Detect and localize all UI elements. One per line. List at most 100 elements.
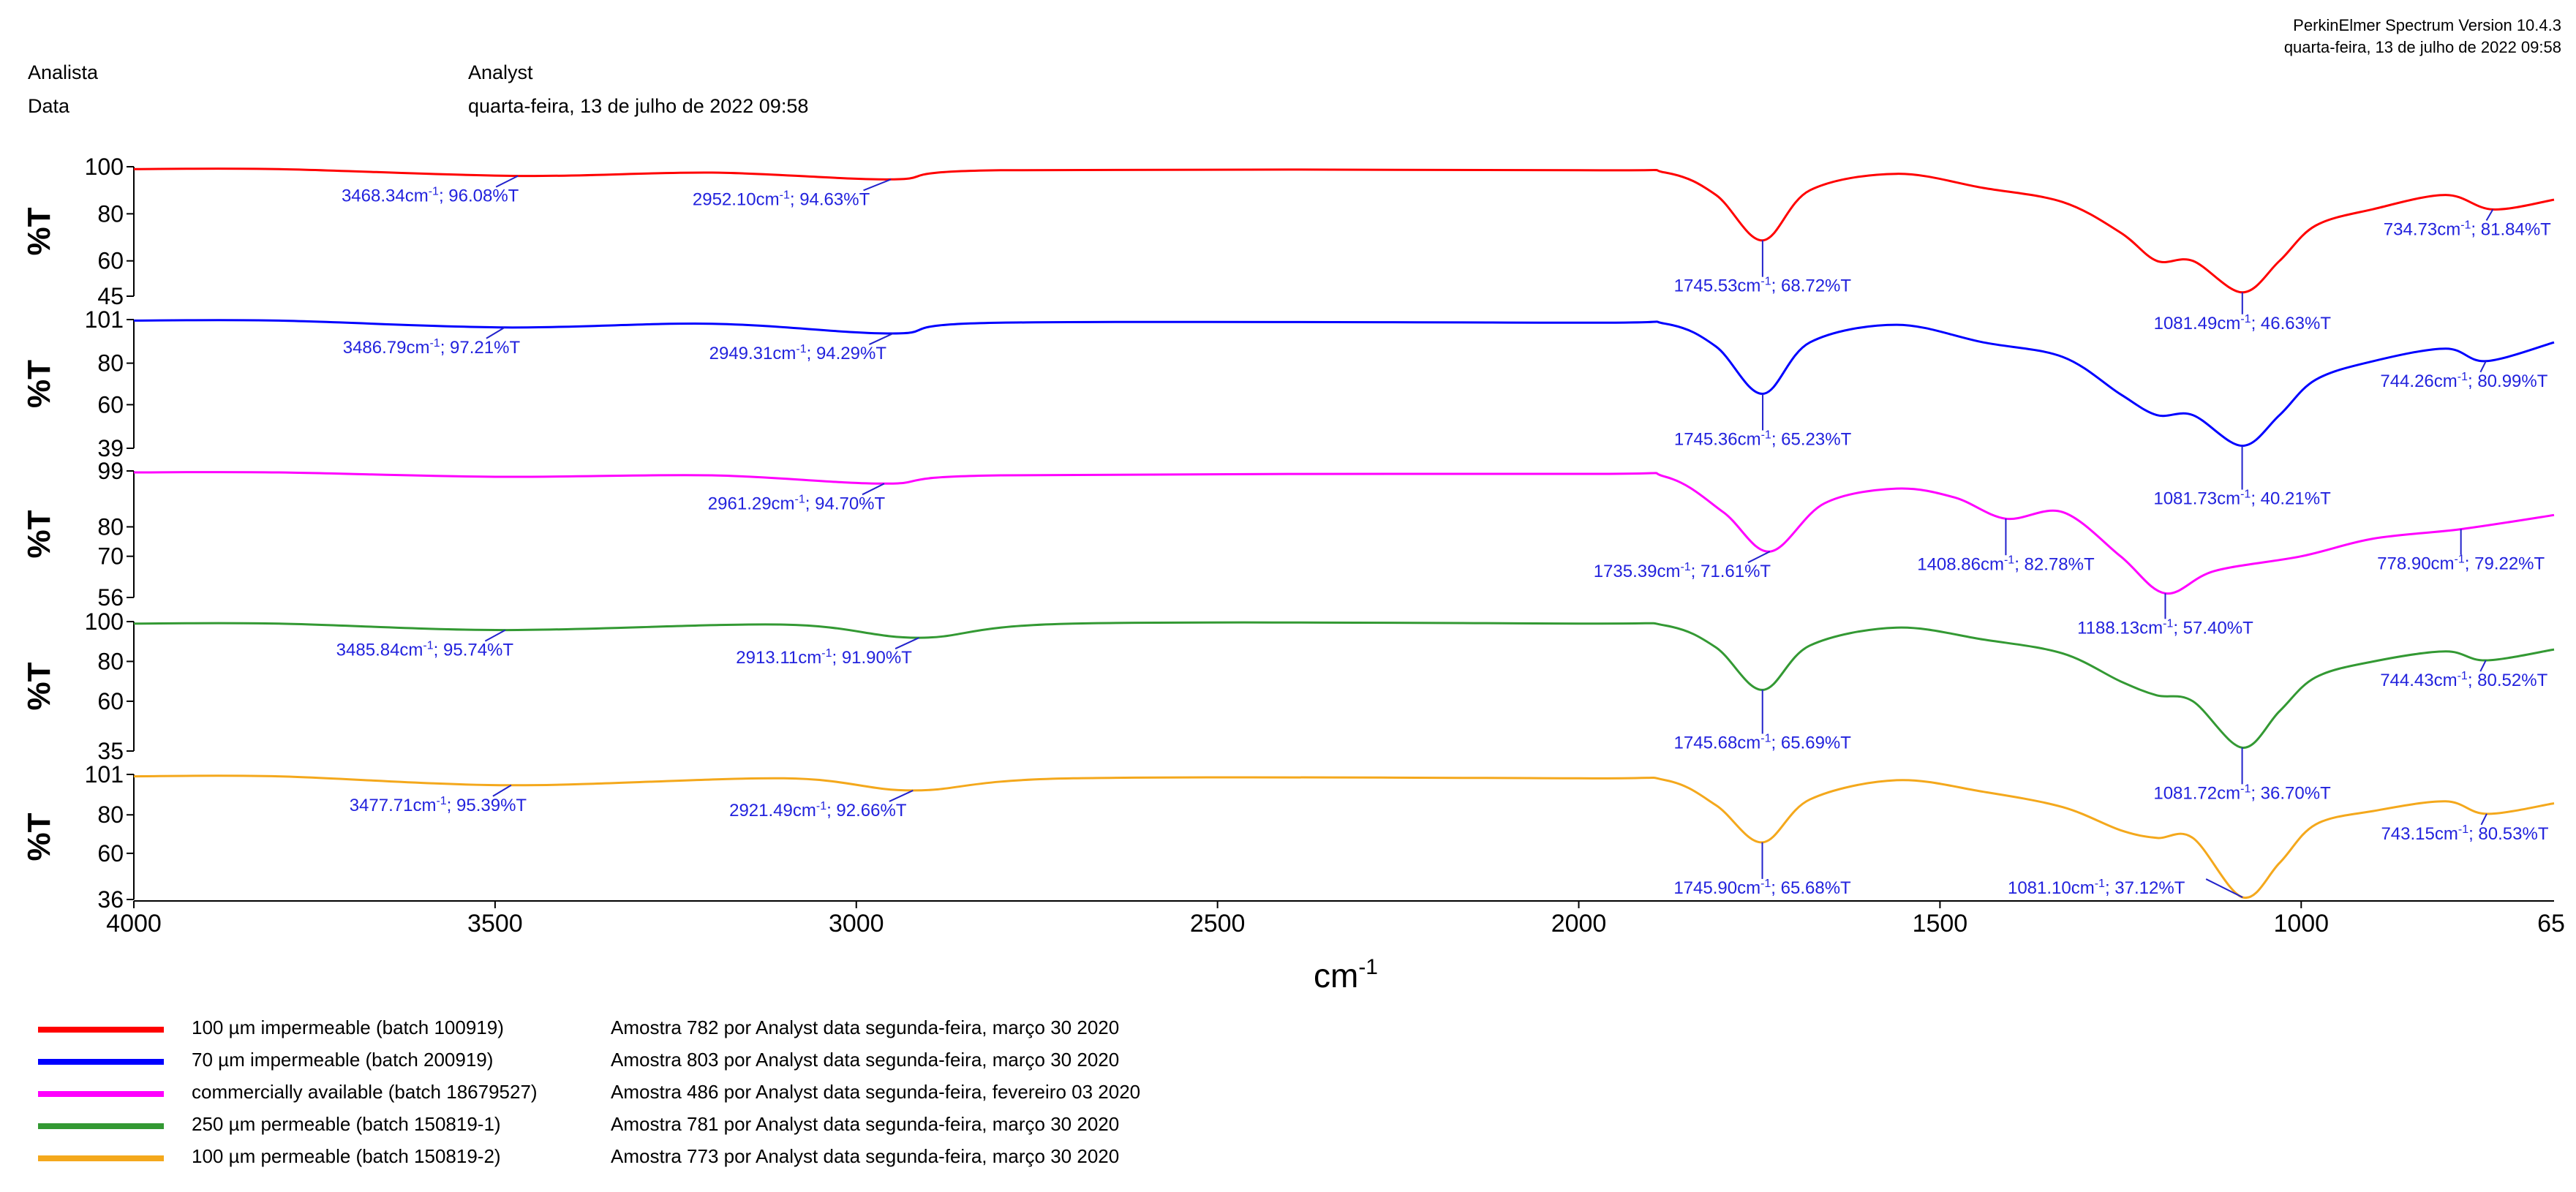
legend-item: 250 µm permeable (batch 150819-1) Amostr… — [0, 1110, 2576, 1139]
spectrum-line — [133, 319, 2555, 448]
spectrum-line — [133, 621, 2555, 749]
spectrum-panel: 101 80 60 39 %T — [21, 306, 2555, 490]
peak-label: 2921.49cm-1; 92.66%T — [729, 800, 907, 821]
legend-swatch — [38, 1091, 164, 1097]
legend-sample-description: Amostra 782 por Analyst data segunda-fei… — [611, 1016, 1120, 1038]
analyst-value: Analyst — [468, 61, 533, 83]
peak-label: 1188.13cm-1; 57.40%T — [2077, 617, 2253, 638]
peak-label: 743.15cm-1; 80.53%T — [2381, 823, 2548, 844]
legend-sample-description: Amostra 486 por Analyst data segunda-fei… — [611, 1081, 1141, 1103]
peak-label: 1745.90cm-1; 65.68%T — [1673, 878, 1851, 898]
peak-label: 1081.73cm-1; 40.21%T — [2153, 489, 2331, 509]
y-tick-label: 80 — [97, 513, 124, 540]
peak-leader — [889, 790, 914, 802]
x-tick-label: 3500 — [467, 910, 523, 938]
x-tick-label: 1000 — [2273, 910, 2329, 938]
spectrum-panel: 100 80 60 35 %T — [21, 608, 2555, 785]
y-tick-label: 56 — [97, 584, 124, 611]
peak-leader — [862, 483, 885, 496]
legend-series-name: 100 µm impermeable (batch 100919) — [192, 1016, 504, 1038]
x-tick-label: 4000 — [106, 910, 162, 938]
peak-leader — [868, 333, 894, 345]
peak-label: 778.90cm-1; 79.22%T — [2377, 554, 2545, 574]
legend-sample-description: Amostra 803 por Analyst data segunda-fei… — [611, 1049, 1120, 1071]
peak-leader — [1747, 551, 1771, 564]
peak-label: 3477.71cm-1; 95.39%T — [350, 795, 527, 815]
peak-label: 1745.36cm-1; 65.23%T — [1674, 429, 1852, 450]
y-tick-label: 39 — [97, 435, 124, 461]
x-tick-label: 3000 — [829, 910, 884, 938]
legend-swatch — [38, 1027, 164, 1033]
spectrum-line — [133, 471, 2555, 595]
peak-leader — [895, 637, 920, 649]
y-tick-label: 80 — [97, 648, 124, 674]
y-axis-label: %T — [21, 662, 57, 710]
y-tick-label: 60 — [97, 688, 124, 714]
peak-label: 3468.34cm-1; 96.08%T — [342, 186, 519, 206]
peak-label: 1735.39cm-1; 71.61%T — [1594, 561, 1771, 581]
y-tick-label: 100 — [85, 154, 124, 180]
software-version: PerkinElmer Spectrum Version 10.4.3 — [2293, 16, 2561, 34]
peak-leader — [495, 175, 519, 188]
x-tick-label: 2500 — [1190, 910, 1246, 938]
y-axis-label: %T — [21, 207, 57, 255]
peak-label: 3486.79cm-1; 97.21%T — [343, 337, 521, 358]
x-tick-label: 1500 — [1913, 910, 1968, 938]
software-date: quarta-feira, 13 de julho de 2022 09:58 — [2283, 38, 2561, 56]
ir-spectra-chart: 100 80 60 45 %T 3468.34cm-1; 96.08%T 2952.10cm… — [21, 154, 2565, 995]
y-tick-label: 70 — [97, 543, 124, 570]
y-tick-label: 101 — [85, 761, 124, 788]
peak-leader — [2205, 878, 2243, 898]
legend-sample-description: Amostra 773 por Analyst data segunda-fei… — [611, 1145, 1120, 1167]
x-tick-label: 2000 — [1551, 910, 1607, 938]
y-tick-label: 80 — [97, 200, 124, 227]
peak-label: 1745.53cm-1; 68.72%T — [1674, 276, 1852, 296]
legend-swatch — [38, 1059, 164, 1065]
peak-label: 1081.72cm-1; 36.70%T — [2153, 782, 2331, 803]
peak-label: 3485.84cm-1; 95.74%T — [336, 640, 514, 660]
peak-leader — [2479, 660, 2487, 672]
peak-label: 744.26cm-1; 80.99%T — [2380, 371, 2547, 391]
peak-leader — [484, 629, 506, 642]
y-tick-label: 60 — [97, 391, 124, 418]
legend-swatch — [38, 1155, 164, 1161]
x-tick-label: 65 — [2537, 910, 2565, 938]
legend-item: 100 µm permeable (batch 150819-2) Amostr… — [0, 1142, 2576, 1172]
y-tick-label: 35 — [97, 738, 124, 764]
y-tick-label: 100 — [85, 608, 124, 635]
y-axis-label: %T — [21, 360, 57, 408]
legend-sample-description: Amostra 781 por Analyst data segunda-fei… — [611, 1113, 1120, 1135]
peak-label: 2949.31cm-1; 94.29%T — [709, 343, 887, 363]
y-tick-label: 60 — [97, 840, 124, 867]
legend-item: 100 µm impermeable (batch 100919) Amostr… — [0, 1014, 2576, 1043]
peak-label: 734.73cm-1; 81.84%T — [2384, 219, 2551, 239]
peak-label: 1745.68cm-1; 65.69%T — [1674, 732, 1852, 752]
y-tick-label: 45 — [97, 283, 124, 309]
peak-leader — [2480, 813, 2488, 826]
peak-label: 2952.10cm-1; 94.63%T — [693, 189, 870, 209]
peak-label: 1081.49cm-1; 46.63%T — [2154, 313, 2332, 333]
spectrum-line — [133, 774, 2555, 899]
spectrum-panel: 100 80 60 45 %T — [21, 154, 2555, 314]
peak-leader — [492, 784, 512, 797]
legend-series-name: commercially available (batch 18679527) — [192, 1081, 538, 1103]
peak-label: 1408.86cm-1; 82.78%T — [1917, 554, 2095, 574]
peak-leader — [2485, 208, 2494, 221]
date-value: quarta-feira, 13 de julho de 2022 09:58 — [468, 95, 809, 117]
legend-swatch — [38, 1123, 164, 1129]
legend-item: 70 µm impermeable (batch 200919) Amostra… — [0, 1046, 2576, 1075]
legend-series-name: 250 µm permeable (batch 150819-1) — [192, 1113, 501, 1135]
y-tick-label: 101 — [85, 306, 124, 333]
spectrum-panel: 101 80 60 36 %T — [21, 761, 2555, 913]
date-label: Data — [28, 95, 70, 117]
y-tick-label: 80 — [97, 350, 124, 377]
peak-leader — [863, 178, 892, 192]
peak-leader — [2479, 361, 2487, 373]
peak-leader — [486, 326, 505, 339]
peak-label: 1081.10cm-1; 37.12%T — [2008, 878, 2185, 898]
y-axis-label: %T — [21, 812, 57, 861]
y-tick-label: 60 — [97, 248, 124, 274]
y-tick-label: 99 — [97, 458, 124, 484]
peak-label: 2961.29cm-1; 94.70%T — [708, 493, 886, 513]
legend-series-name: 100 µm permeable (batch 150819-2) — [192, 1145, 501, 1167]
